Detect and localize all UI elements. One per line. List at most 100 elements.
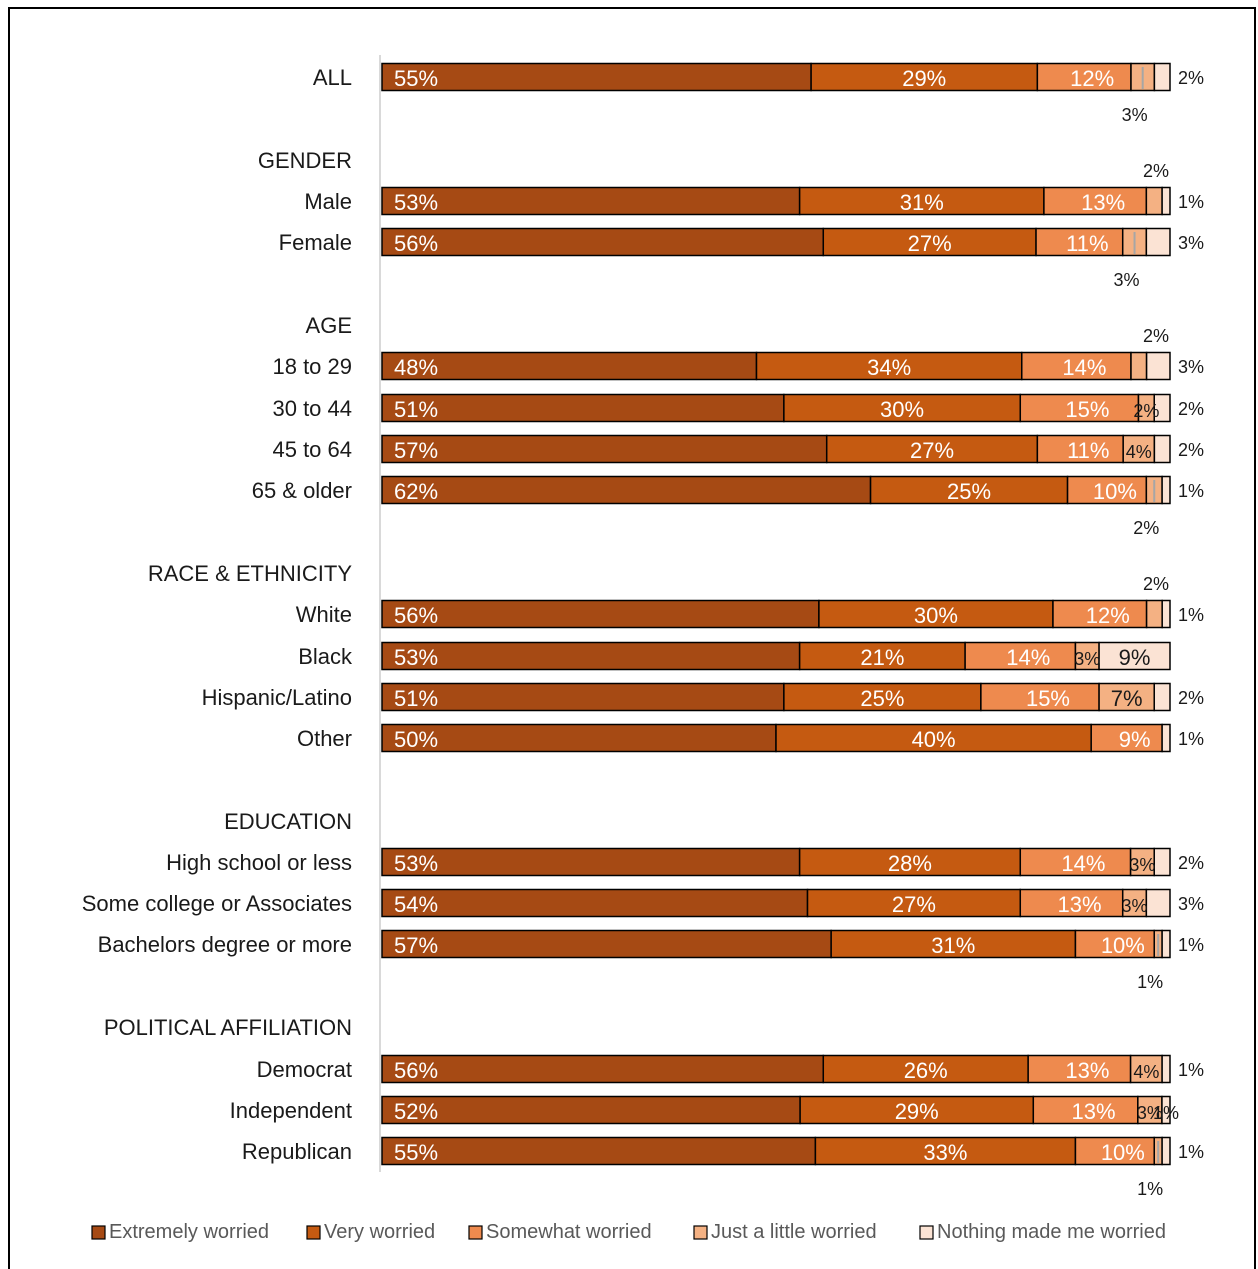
data-label: 27% <box>910 438 954 463</box>
data-label: 29% <box>902 66 946 91</box>
data-label: 31% <box>931 933 975 958</box>
outside-data-label: 2% <box>1143 161 1169 181</box>
data-label: 11% <box>1066 231 1108 256</box>
data-label: 40% <box>912 727 956 752</box>
outside-data-label: 3% <box>1122 105 1148 125</box>
legend-label: Extremely worried <box>109 1221 269 1243</box>
bar-segment-0 <box>381 888 809 918</box>
data-label: 51% <box>394 397 438 422</box>
outside-data-label: 1% <box>1137 972 1163 992</box>
legend-label: Very worried <box>324 1221 435 1243</box>
data-label: 27% <box>908 231 952 256</box>
data-label: 56% <box>394 1058 438 1083</box>
bar-segment-1 <box>783 682 982 712</box>
data-label: 15% <box>1065 397 1109 422</box>
bar-segment-0 <box>381 847 801 877</box>
bar-segment-0 <box>381 1136 817 1166</box>
bar-segment-1 <box>869 475 1069 505</box>
legend-swatch <box>306 1225 321 1240</box>
data-label: 2% <box>1133 401 1159 421</box>
data-label: 7% <box>1111 686 1143 711</box>
category-label: Bachelors degree or more <box>98 932 352 957</box>
bar-segment-2 <box>1019 888 1124 918</box>
bar-segment-1 <box>822 227 1037 257</box>
bar-segment-2 <box>1021 351 1132 381</box>
data-label: 3% <box>1137 1103 1163 1123</box>
data-label: 25% <box>947 479 991 504</box>
legend-label: Just a little worried <box>711 1221 877 1243</box>
data-label: 30% <box>914 603 958 628</box>
group-heading: RACE & ETHNICITY <box>148 561 352 586</box>
bar-segment-3 <box>1130 351 1148 381</box>
data-label: 13% <box>1081 190 1125 215</box>
bar-segment-1 <box>818 599 1054 629</box>
bar-segment-1 <box>775 723 1092 753</box>
bar-segment-1 <box>755 351 1023 381</box>
bar-segment-2 <box>1074 1136 1155 1166</box>
bar-segment-3 <box>1122 434 1156 464</box>
category-label: Black <box>298 644 353 669</box>
bar-segment-4 <box>1161 1095 1171 1125</box>
data-label: 31% <box>900 190 944 215</box>
group-heading: GENDER <box>258 148 352 173</box>
bar-segment-3 <box>1129 1054 1163 1084</box>
outside-data-label: 1% <box>1178 935 1204 955</box>
bar-segment-0 <box>381 227 825 257</box>
outside-data-label: 1% <box>1178 481 1204 501</box>
bar-segment-0 <box>381 475 872 505</box>
bar-segment-2 <box>1035 227 1124 257</box>
legend-label: Somewhat worried <box>486 1221 652 1243</box>
data-label: 13% <box>1065 1058 1109 1083</box>
data-label: 48% <box>394 355 438 380</box>
legend-swatch <box>468 1225 483 1240</box>
legend-swatch <box>693 1225 708 1240</box>
bar-segment-0 <box>381 929 832 959</box>
bar-segment-4 <box>1145 888 1171 918</box>
bar-segment-2 <box>1052 599 1148 629</box>
bar-segment-3 <box>1098 682 1155 712</box>
bar-segment-2 <box>1027 1054 1132 1084</box>
data-label: 4% <box>1126 442 1152 462</box>
category-label: Hispanic/Latino <box>202 685 352 710</box>
bar-segment-1 <box>798 641 966 671</box>
category-label: Female <box>279 230 352 255</box>
group-heading: AGE <box>306 313 352 338</box>
data-label: 50% <box>394 727 438 752</box>
bar-segment-4 <box>1161 599 1171 629</box>
outside-data-label: 2% <box>1143 326 1169 346</box>
data-label: 14% <box>1061 851 1105 876</box>
bar-segment-0 <box>381 351 758 381</box>
bar-segment-2 <box>964 641 1077 671</box>
data-label: 34% <box>867 355 911 380</box>
bar-segment-0 <box>381 1095 801 1125</box>
category-label: 45 to 64 <box>272 437 352 462</box>
data-label: 56% <box>394 603 438 628</box>
data-label: 26% <box>904 1058 948 1083</box>
bar-segment-1 <box>825 434 1039 464</box>
legend-label: Nothing made me worried <box>937 1221 1166 1243</box>
data-label: 27% <box>892 892 936 917</box>
data-label: 21% <box>860 645 904 670</box>
data-label: 10% <box>1093 479 1137 504</box>
bar-segment-1 <box>814 1136 1077 1166</box>
bar-segment-0 <box>381 1054 825 1084</box>
bar-segment-0 <box>381 682 785 712</box>
bar-segment-4 <box>1145 351 1171 381</box>
data-label: 10% <box>1101 1140 1145 1165</box>
bar-segment-2 <box>1066 475 1148 505</box>
data-label: 12% <box>1086 603 1130 628</box>
bar-segment-4 <box>1161 186 1171 216</box>
data-label: 53% <box>394 645 438 670</box>
data-label: 10% <box>1101 933 1145 958</box>
bar-segment-1 <box>822 1054 1029 1084</box>
bar-segment-0 <box>381 723 777 753</box>
data-label: 9% <box>1119 645 1151 670</box>
bar-segment-4 <box>1153 393 1171 423</box>
outside-data-label: 1% <box>1178 1060 1204 1080</box>
data-label: 25% <box>860 686 904 711</box>
data-label: 53% <box>394 190 438 215</box>
outside-data-label: 1% <box>1137 1179 1163 1199</box>
bar-segment-4 <box>1153 62 1171 92</box>
bar-segment-0 <box>381 641 801 671</box>
